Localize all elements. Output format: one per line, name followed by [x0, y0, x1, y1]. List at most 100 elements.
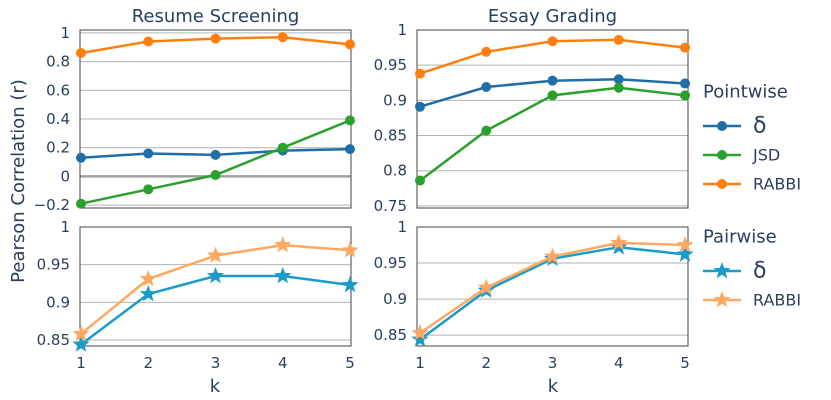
legend-label: δ: [753, 259, 766, 284]
plot-frame: [416, 29, 689, 209]
y-tick-label: 0.85: [374, 127, 407, 145]
data-point: [274, 267, 292, 284]
legend-item: JSD: [703, 146, 780, 165]
data-point: [547, 36, 558, 47]
data-point: [72, 335, 90, 352]
series-δ: [76, 144, 355, 163]
x-tick-label: 5: [345, 354, 355, 372]
data-point: [676, 245, 694, 262]
data-point: [411, 330, 429, 347]
data-point: [277, 142, 288, 153]
data-point: [481, 81, 492, 92]
x-tick-label: 4: [278, 354, 288, 372]
series-δ: [72, 267, 359, 352]
x-tick-label: 2: [481, 354, 491, 372]
data-point: [345, 115, 355, 126]
y-tick-label: 0.6: [46, 81, 70, 99]
y-tick-label: 1: [397, 218, 407, 236]
data-point: [613, 34, 624, 45]
legend-marker: [713, 291, 731, 308]
y-tick-label: 1: [397, 21, 407, 39]
y-tick-label: 0.95: [374, 56, 407, 74]
data-point: [341, 276, 359, 293]
series-δ: [415, 74, 690, 112]
legend-marker: [717, 150, 727, 160]
y-tick-label: 0.9: [46, 293, 70, 311]
chart-panel-1: Resume Screening −0.2 0 0.2 0.4 0.6 0.8 1: [34, 6, 355, 214]
data-point: [206, 246, 225, 263]
legend-item: RABBI: [703, 175, 801, 194]
panel-title: Essay Grading: [488, 6, 617, 27]
y-tick-label: 0.2: [46, 139, 70, 157]
y-tick-label: 0.9: [383, 91, 407, 109]
data-point: [680, 90, 690, 101]
data-point: [143, 148, 154, 159]
y-tick-label: 0.4: [46, 110, 70, 128]
legend-title: Pairwise: [703, 227, 777, 248]
chart-panel-2: Essay Grading 0.75 0.8 0.85 0.9 0.95 1: [374, 6, 690, 215]
x-tick-label: 1: [76, 354, 86, 372]
legend-label: RABBI: [753, 291, 801, 310]
data-point: [76, 47, 86, 58]
plot-frame: [79, 226, 352, 347]
data-point: [274, 236, 292, 253]
y-tick-label: 0.95: [37, 256, 70, 274]
series-line: [80, 119, 351, 205]
data-point: [610, 233, 628, 251]
legend-label: RABBI: [753, 175, 801, 194]
data-point: [341, 241, 359, 258]
x-tick-label: 5: [680, 354, 690, 372]
data-point: [481, 125, 492, 136]
y-tick-label: 0.75: [374, 197, 407, 215]
data-point: [345, 39, 355, 50]
data-point: [345, 144, 355, 155]
y-tick-label: −0.2: [34, 196, 70, 214]
data-point: [680, 78, 690, 89]
data-point: [210, 33, 221, 44]
y-tick-label: 1: [60, 24, 70, 42]
data-point: [277, 32, 288, 43]
data-point: [143, 184, 154, 195]
y-tick-label: 1: [60, 218, 70, 236]
legend-item: RABBI: [703, 291, 801, 310]
legend-item: δ: [703, 114, 766, 139]
data-point: [415, 101, 425, 112]
data-point: [210, 149, 221, 160]
chart-panel-4: 0.85 0.9 0.95 1 1 2 3 4 5: [374, 218, 694, 372]
legend-title: Pointwise: [703, 82, 788, 103]
series-RABBI: [411, 233, 694, 341]
data-point: [547, 75, 558, 86]
y-tick-label: 0: [60, 167, 70, 185]
legend-marker: [713, 262, 731, 279]
series-line: [80, 274, 351, 346]
y-tick-label: 0.95: [374, 254, 407, 272]
data-point: [415, 175, 425, 186]
x-tick-label: 3: [548, 354, 558, 372]
y-tick-label: 0.85: [37, 331, 70, 349]
data-point: [76, 152, 86, 163]
chart-panel-3: 0.85 0.9 0.95 1 1 2 3 4 5: [37, 218, 359, 372]
data-point: [680, 42, 690, 53]
panels: Resume Screening−0.200.20.40.60.81Essay …: [34, 6, 694, 372]
data-point: [143, 36, 154, 47]
x-tick-label: 1: [415, 354, 425, 372]
y-tick-label: 0.8: [46, 53, 70, 71]
legend-1: Pointwise δ JSD RABBI: [703, 82, 801, 194]
data-point: [477, 278, 495, 295]
data-point: [543, 247, 562, 264]
panel-title: Resume Screening: [132, 6, 300, 27]
x-tick-label: 4: [614, 354, 624, 372]
series-RABBI: [415, 34, 690, 79]
legend-label: JSD: [752, 146, 780, 165]
plot-frame: [416, 226, 689, 347]
legends: Pointwise δ JSD RABBI Pairwise δ RABBI: [703, 82, 801, 310]
y-tick-label: 0.85: [374, 326, 407, 344]
series-RABBI: [72, 236, 359, 342]
x-axis-label-left: k: [210, 376, 221, 397]
series-line: [419, 86, 686, 182]
y-tick-label: 0.8: [383, 162, 407, 180]
legend-2: Pairwise δ RABBI: [703, 227, 801, 310]
x-tick-label: 2: [143, 354, 153, 372]
data-point: [481, 46, 492, 57]
data-point: [139, 270, 157, 287]
